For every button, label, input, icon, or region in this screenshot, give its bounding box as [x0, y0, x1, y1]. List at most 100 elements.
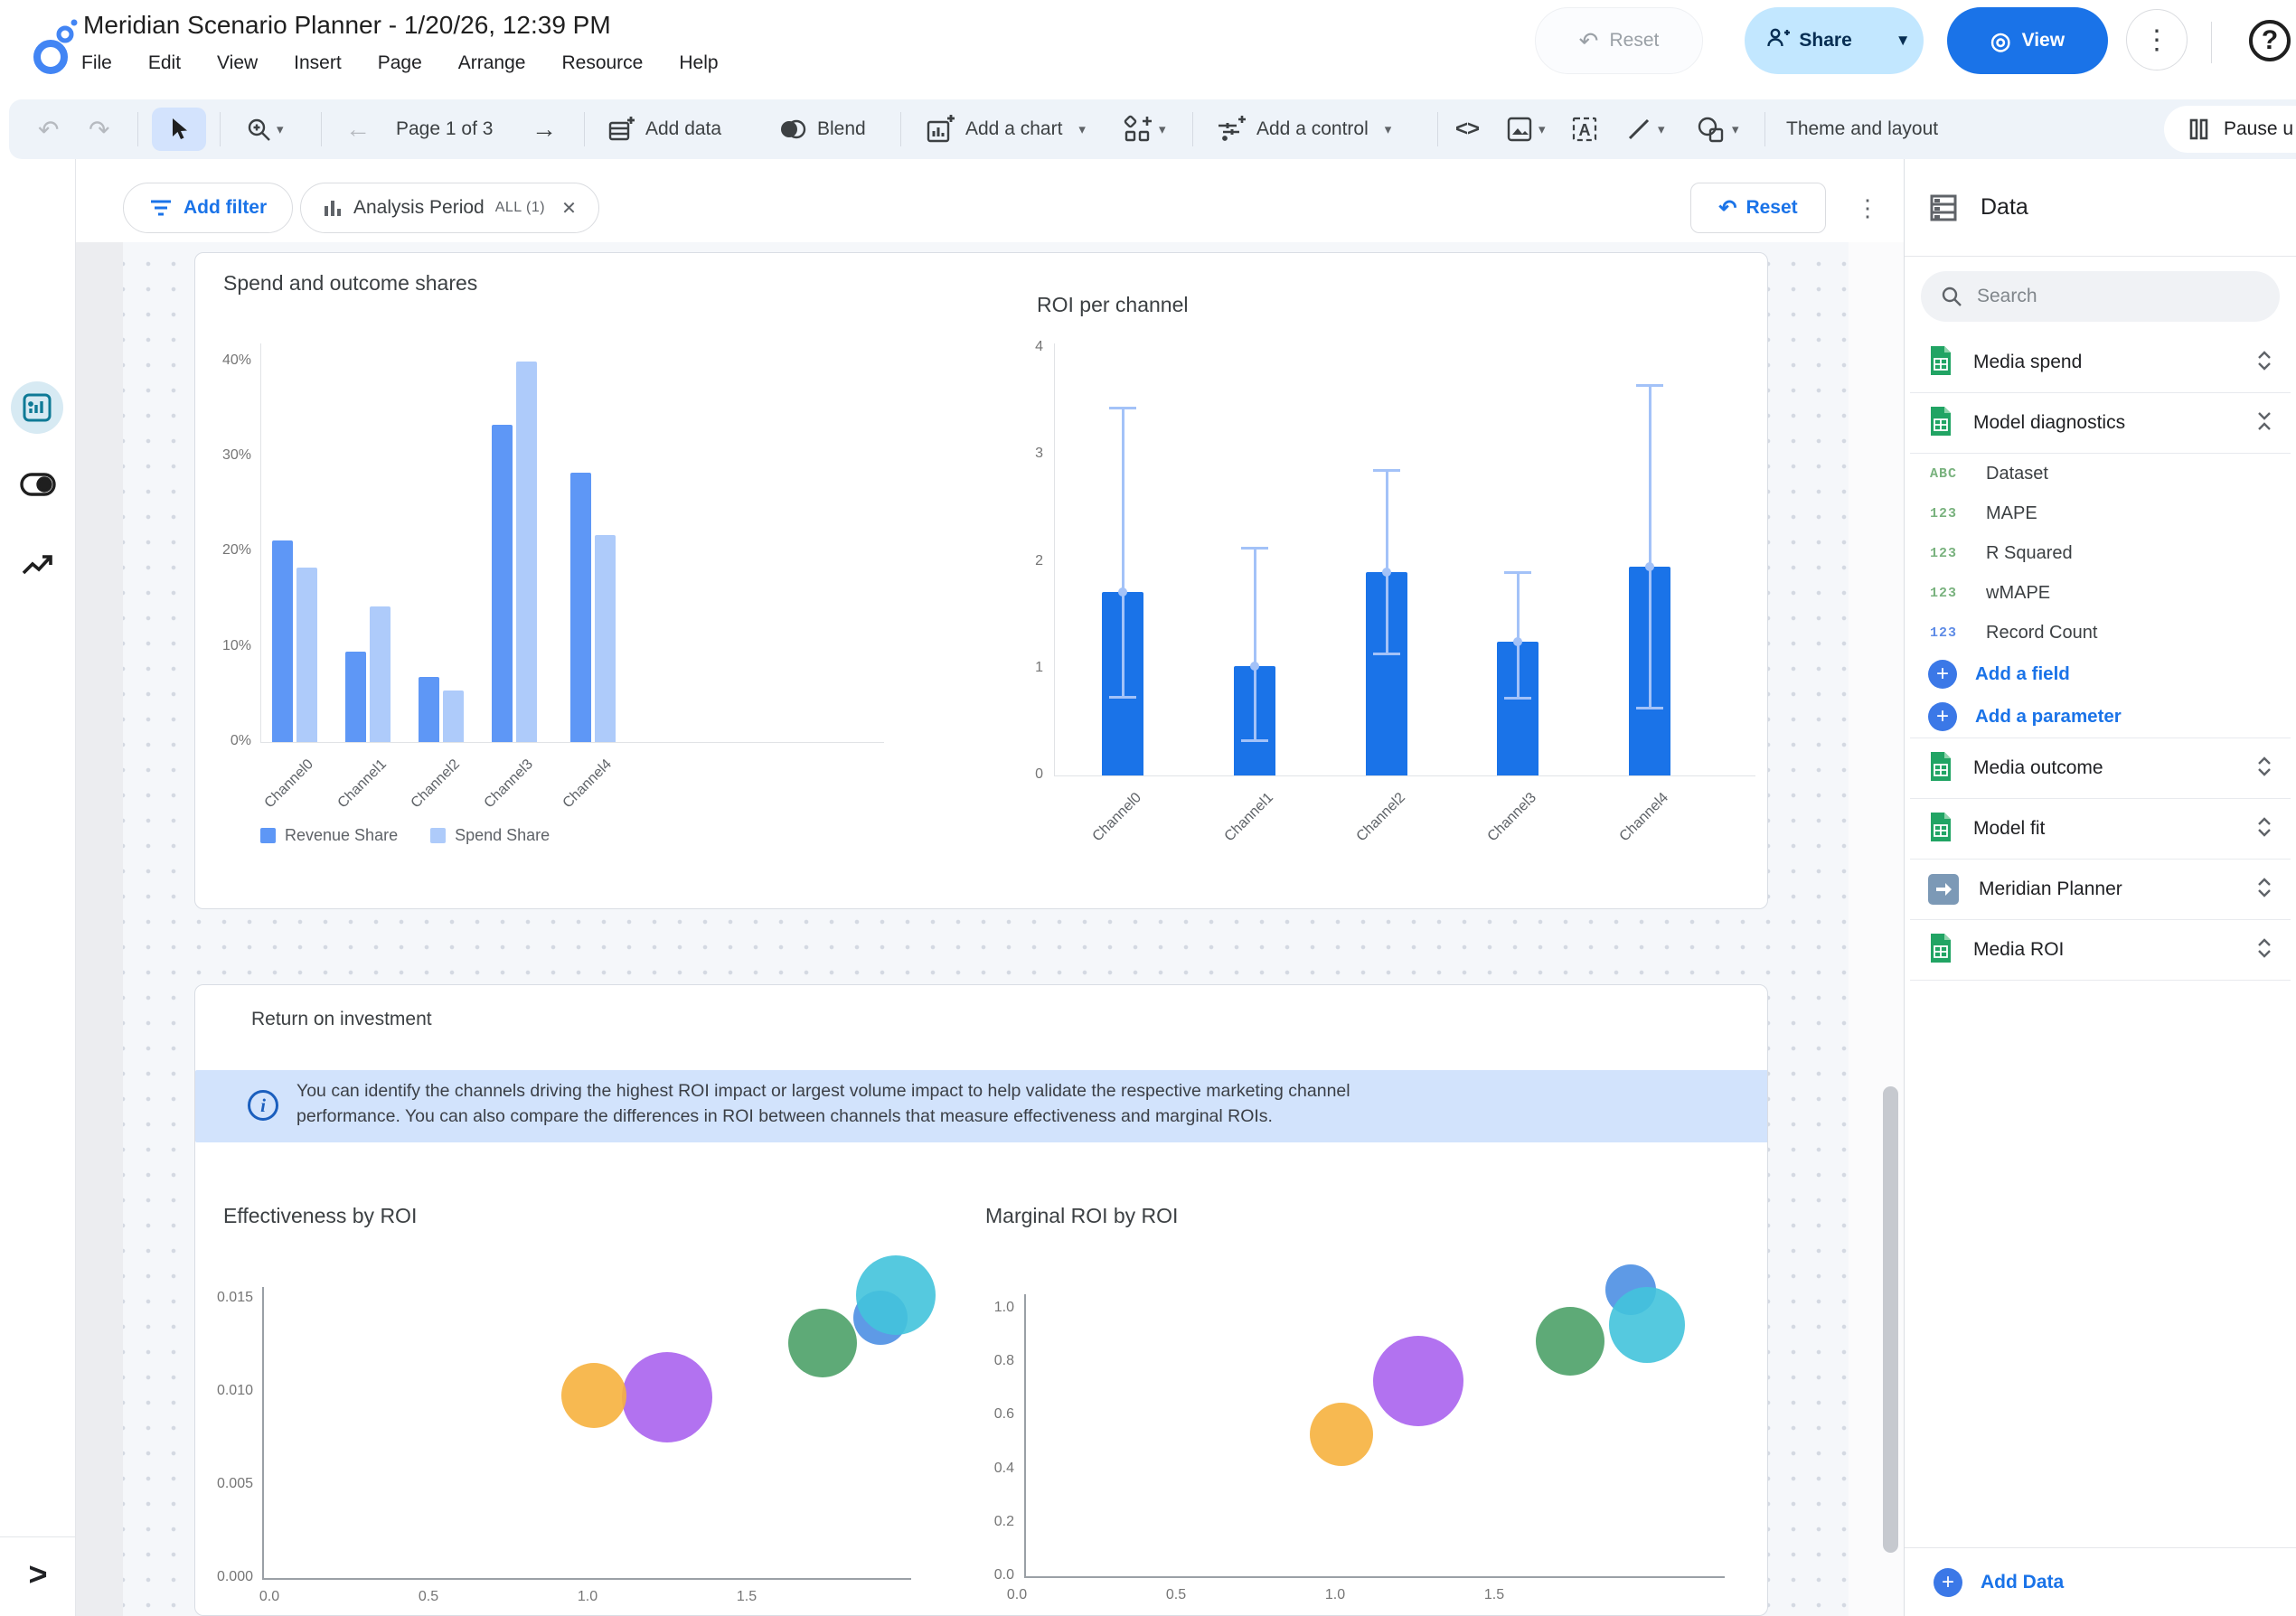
menu-item-file[interactable]: File [81, 52, 112, 73]
toggle-icon [20, 473, 56, 496]
image-tool-button[interactable]: ▾ [1506, 99, 1546, 159]
canvas-scrollbar-thumb[interactable] [1883, 1086, 1898, 1553]
bubble-point[interactable] [622, 1352, 712, 1442]
menu-item-help[interactable]: Help [679, 52, 719, 73]
bar-revenue-share[interactable] [570, 473, 591, 742]
menu-bar: File Edit View Insert Page Arrange Resource Hel… [81, 52, 719, 74]
bubble-point[interactable] [1536, 1307, 1604, 1376]
return-on-investment-card[interactable]: Return on investment i You can identify … [194, 984, 1768, 1616]
sidebar-expand-button[interactable]: > [28, 1555, 48, 1593]
field-record-count[interactable]: 123 Record Count [1905, 613, 2296, 653]
redo-button[interactable]: ↷ [89, 115, 110, 144]
pause-updates-button[interactable]: Pause u [2164, 106, 2296, 153]
bubble-point[interactable] [1609, 1287, 1685, 1363]
menu-item-insert[interactable]: Insert [294, 52, 342, 73]
select-tool-button[interactable] [152, 108, 206, 151]
bar-revenue-share[interactable] [419, 677, 439, 742]
sidebar-controls-tab[interactable] [0, 470, 76, 499]
bubble-point[interactable] [788, 1309, 857, 1377]
text-tool-button[interactable]: A [1571, 99, 1598, 159]
bubble-point[interactable] [1310, 1403, 1373, 1466]
bar-spend-share[interactable] [370, 606, 391, 742]
add-a-field-button[interactable]: + Add a field [1905, 653, 2296, 695]
bar-spend-share[interactable] [296, 568, 317, 742]
bar-revenue-share[interactable] [272, 540, 293, 742]
data-source-model-diagnostics[interactable]: Model diagnostics [1905, 393, 2296, 453]
field-type-badge: 123 [1930, 625, 1958, 641]
menu-item-view[interactable]: View [217, 52, 259, 73]
data-source-media-outcome[interactable]: Media outcome [1905, 738, 2296, 798]
data-source-media-roi[interactable]: Media ROI [1905, 920, 2296, 980]
add-filter-button[interactable]: Add filter [123, 183, 294, 233]
expand-icon[interactable] [2254, 876, 2274, 904]
charts-card-top[interactable]: Spend and outcome shares 0% 10% 20% 30% 40% Ch… [194, 252, 1768, 909]
bar-revenue-share[interactable] [345, 652, 366, 742]
page-nav-label[interactable]: Page 1 of 3 [396, 118, 494, 139]
blend-button[interactable]: Blend [779, 99, 866, 159]
menu-item-page[interactable]: Page [377, 52, 422, 73]
field-mape[interactable]: 123 MAPE [1905, 493, 2296, 533]
menu-item-resource[interactable]: Resource [561, 52, 644, 73]
report-more-options-button[interactable]: ⋮ [1849, 186, 1886, 230]
share-button[interactable]: Share ▼ [1745, 7, 1924, 74]
add-a-parameter-button[interactable]: + Add a parameter [1905, 695, 2296, 738]
error-bar-cap-bottom [1373, 653, 1400, 656]
sidebar-report-tab-active[interactable] [11, 381, 63, 434]
action-label: Add a field [1975, 662, 2070, 684]
error-bar-mean-dot [1250, 662, 1259, 671]
bar-spend-share[interactable] [595, 535, 616, 742]
add-a-control-button[interactable]: Add a control ▾ [1217, 99, 1391, 159]
menu-item-edit[interactable]: Edit [147, 52, 182, 73]
theme-and-layout-button[interactable]: Theme and layout [1786, 118, 1939, 139]
report-reset-button[interactable]: ↶ Reset [1690, 183, 1826, 233]
field-wmape[interactable]: 123 wMAPE [1905, 573, 2296, 613]
embed-code-button[interactable]: <> [1455, 117, 1480, 141]
expand-icon[interactable] [2254, 936, 2274, 964]
next-page-button[interactable]: → [532, 115, 557, 143]
bubble-point[interactable] [856, 1255, 936, 1335]
sidebar-trends-tab[interactable] [0, 550, 76, 580]
view-button[interactable]: ◎ View [1947, 7, 2108, 74]
data-source-media-spend[interactable]: Media spend [1905, 333, 2296, 392]
bar-spend-share[interactable] [443, 691, 464, 742]
data-source-meridian-planner[interactable]: Meridian Planner [1905, 860, 2296, 919]
more-options-button[interactable]: ⋮ [2126, 9, 2188, 70]
x-axis-line [260, 742, 884, 743]
document-title[interactable]: Meridian Scenario Planner - 1/20/26, 12:… [83, 11, 611, 39]
reset-button-disabled[interactable]: ↶ Reset [1535, 7, 1703, 74]
bar-revenue-share[interactable] [492, 425, 513, 742]
remove-filter-icon[interactable]: ✕ [561, 198, 577, 219]
expand-icon[interactable] [2254, 815, 2274, 843]
undo-button[interactable]: ↶ [38, 115, 60, 144]
analysis-period-filter-chip[interactable]: Analysis Period ALL (1) ✕ [300, 183, 599, 233]
data-search-box[interactable]: Search [1921, 271, 2280, 322]
expand-icon[interactable] [2254, 755, 2274, 783]
community-visualizations-button[interactable]: ▾ [1123, 99, 1166, 159]
report-canvas[interactable]: Spend and outcome shares 0% 10% 20% 30% 40% Ch… [76, 242, 1904, 1616]
menu-item-arrange[interactable]: Arrange [457, 52, 526, 73]
add-a-chart-button[interactable]: Add a chart ▾ [926, 99, 1086, 159]
add-data-button-bottom[interactable]: + Add Data [1905, 1547, 2296, 1616]
shape-tool-button[interactable]: ▾ [1696, 99, 1739, 159]
bubble-point[interactable] [1373, 1336, 1463, 1426]
field-dataset[interactable]: ABC Dataset [1905, 454, 2296, 493]
previous-page-button[interactable]: ← [345, 115, 371, 143]
data-source-list: Media spend Model diagnostics ABC Dataset 12… [1905, 333, 2296, 981]
zoom-tool-button[interactable]: ▾ [246, 99, 284, 159]
y-axis-tick: 40% [221, 352, 251, 368]
field-r-squared[interactable]: 123 R Squared [1905, 533, 2296, 573]
toolbar: ↶ ↷ ▾ ← Page 1 of 3 → Add data Blend Add… [9, 99, 2296, 159]
share-dropdown-caret[interactable]: ▼ [1895, 32, 1911, 49]
error-bar-cap-bottom [1241, 739, 1268, 743]
bar-spend-share[interactable] [516, 362, 537, 742]
collapse-icon[interactable] [2254, 409, 2274, 437]
line-tool-button[interactable]: ▾ [1625, 99, 1665, 159]
data-source-model-fit[interactable]: Model fit [1905, 799, 2296, 859]
add-data-icon [608, 117, 635, 141]
help-icon[interactable]: ? [2249, 20, 2291, 61]
expand-icon[interactable] [2254, 349, 2274, 377]
bubble-point[interactable] [561, 1363, 626, 1428]
share-label: Share [1799, 30, 1852, 51]
x-axis-line [262, 1578, 911, 1580]
add-data-button[interactable]: Add data [607, 99, 721, 159]
